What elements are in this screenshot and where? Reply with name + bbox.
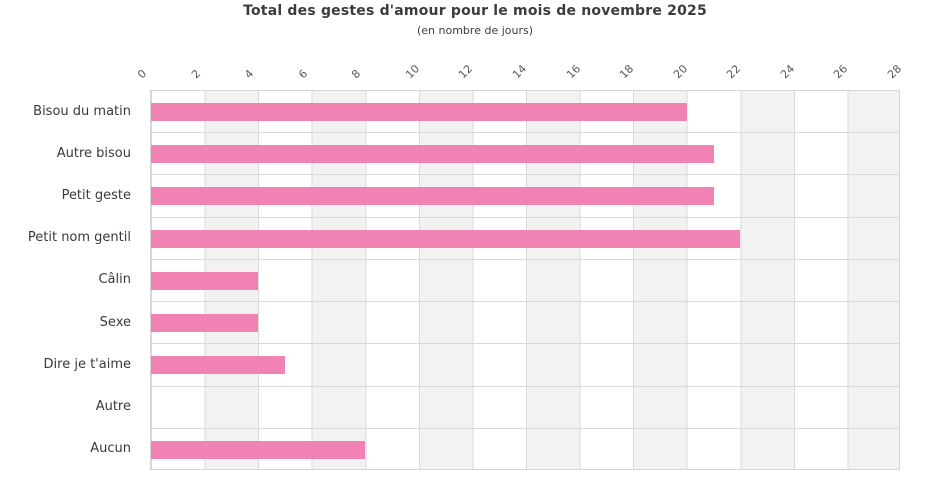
chart-title: Total des gestes d'amour pour le mois de… xyxy=(243,3,707,19)
x-tick-label: 22 xyxy=(724,62,744,82)
category-label: Câlin xyxy=(98,272,131,288)
chart-row xyxy=(151,344,899,387)
x-tick-label: 14 xyxy=(510,62,530,82)
bar-sexe xyxy=(151,314,259,333)
bar-petit-nom-gentil xyxy=(151,229,741,248)
chart-row xyxy=(151,429,899,471)
bar-aucun xyxy=(151,440,366,459)
chart-row xyxy=(151,91,899,134)
x-tick-label: 12 xyxy=(456,62,476,82)
plot-area xyxy=(150,90,900,470)
x-tick-label: 4 xyxy=(242,67,257,82)
category-label: Aucun xyxy=(90,441,131,457)
chart-row xyxy=(151,387,899,429)
x-tick-label: 8 xyxy=(349,67,364,82)
bar-autre-bisou xyxy=(151,145,714,164)
chart-row xyxy=(151,175,899,218)
category-label: Autre xyxy=(95,399,131,415)
x-tick-label: 16 xyxy=(563,62,583,82)
bar-dire-je-t-aime xyxy=(151,356,285,375)
x-tick-label: 26 xyxy=(831,62,851,82)
x-tick-label: 28 xyxy=(885,62,905,82)
y-axis-category-labels: Bisou du matin Autre bisou Petit geste Peti… xyxy=(0,90,141,470)
chart-row xyxy=(151,133,899,176)
x-tick-label: 24 xyxy=(777,62,798,82)
x-tick-label: 18 xyxy=(617,62,637,82)
chart-row xyxy=(151,302,899,345)
category-label: Petit nom gentil xyxy=(27,230,131,246)
bar-c-lin xyxy=(151,271,259,290)
bar-bisou-du-matin xyxy=(151,103,687,121)
x-tick-label: 0 xyxy=(135,67,150,82)
chart-row xyxy=(151,260,899,303)
category-label: Petit geste xyxy=(61,188,131,204)
category-label: Sexe xyxy=(99,314,131,330)
chart-subtitle: (en nombre de jours) xyxy=(416,24,534,37)
x-tick-label: 10 xyxy=(402,62,423,82)
x-tick-label: 2 xyxy=(188,67,203,82)
chart-row xyxy=(151,218,899,260)
x-tick-label: 20 xyxy=(670,62,690,82)
bar-petit-geste xyxy=(151,187,714,206)
category-label: Dire je t'aime xyxy=(43,356,131,372)
category-label: Autre bisou xyxy=(56,145,131,161)
category-label: Bisou du matin xyxy=(33,103,131,119)
x-tick-label: 6 xyxy=(295,67,310,82)
